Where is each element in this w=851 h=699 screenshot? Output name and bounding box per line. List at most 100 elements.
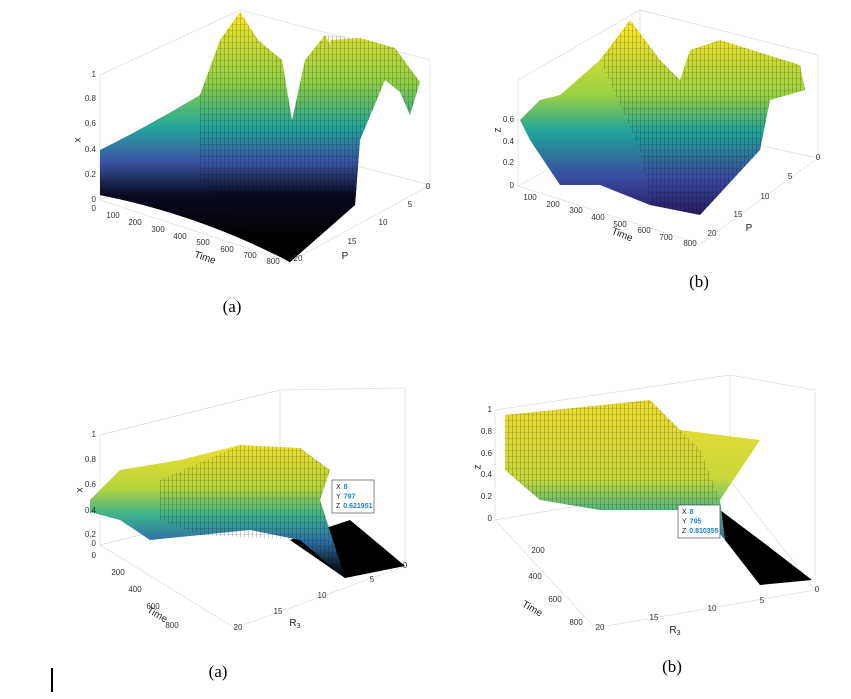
y-axis-label: P [746, 223, 753, 234]
z-tick-label: 0 [92, 195, 97, 204]
datatip-key: X [336, 484, 341, 491]
datatip-value: 0.810355 [689, 528, 718, 535]
datatip-row: Y 795 [682, 518, 701, 525]
datatip-box [331, 479, 375, 514]
z-tick-label: 0 [92, 551, 97, 560]
x-tick-label: 600 [637, 226, 651, 235]
z-tick-label: 0.4 [503, 137, 515, 146]
y-tick-label: 10 [318, 591, 327, 600]
panel: 1 0.8 0.6 0.4 0.2 0 z 200 400 600 800 Time 0 5 10 15 20 R… [473, 405, 820, 676]
x-tick-label: 800 [266, 257, 280, 266]
x-tick-label: 400 [128, 585, 142, 594]
x-tick-label: 700 [659, 233, 673, 242]
z-tick-label: 0 [488, 514, 493, 523]
caption: (a) [223, 297, 242, 316]
z-tick-label: 0.8 [481, 427, 493, 436]
x-axis-label: Time [193, 250, 218, 267]
y-tick-label: 0 [426, 182, 431, 191]
x-tick-label: 500 [196, 238, 210, 247]
y-axis-label-text: P [746, 223, 753, 234]
datatip-key: X [682, 509, 687, 516]
y-tick-label: 0 [816, 153, 821, 162]
y-axis-label: P [342, 251, 349, 262]
z-tick-label: 0.2 [85, 170, 97, 179]
y-tick-label: 15 [348, 237, 357, 246]
x-tick-label: 200 [546, 200, 560, 209]
caption: (b) [662, 657, 682, 676]
y-tick-label: 5 [370, 575, 375, 584]
datatip-row: Z 0.621951 [336, 503, 373, 510]
datatip-value: 795 [690, 518, 702, 525]
z-axis-label: z [493, 128, 504, 133]
y-tick-label: 15 [734, 210, 743, 219]
x-tick-label: 100 [106, 211, 120, 220]
z-tick-label: 0.6 [85, 119, 97, 128]
datatip-row: Y 797 [336, 493, 355, 500]
caption: (b) [689, 272, 709, 291]
z-tick-label: 0.6 [85, 480, 97, 489]
y-tick-label: 15 [650, 613, 659, 622]
y-tick-label: 5 [408, 200, 413, 209]
z-tick-label: 1 [92, 70, 97, 79]
x-axis-label: Time [610, 226, 635, 245]
x-axis-label: Time [520, 599, 545, 620]
surface-mesh [600, 20, 805, 215]
x-tick-label: 600 [220, 245, 234, 254]
z-tick-label: 0.2 [85, 530, 97, 539]
y-tick-label: 0 [403, 561, 408, 570]
datatip-value: 797 [344, 493, 356, 500]
z-tick-label: 0.8 [85, 94, 97, 103]
y-tick-label: 10 [708, 604, 717, 613]
z-tick-label: 0 [92, 539, 97, 548]
surface-mesh [160, 445, 345, 578]
datatip-key: Z [336, 503, 341, 510]
y-axis-label: R3 [669, 625, 680, 637]
z-axis-label: x [73, 138, 84, 143]
datatip-key: Y [336, 493, 341, 500]
z-tick-label: 1 [488, 405, 493, 414]
datatip-value: 8 [344, 484, 348, 491]
x-tick-label: 100 [523, 193, 537, 202]
x-tick-label: 600 [548, 595, 562, 604]
y-axis-label-sub: 3 [297, 623, 301, 630]
datatip-value: 0.621951 [343, 503, 372, 510]
x-tick-label: 200 [128, 218, 142, 227]
y-tick-label: 10 [379, 218, 388, 227]
z-tick-label: 0 [510, 181, 515, 190]
y-tick-label: 15 [274, 607, 283, 616]
y-tick-label: 20 [294, 254, 303, 263]
x-tick-label: 600 [146, 602, 160, 611]
y-tick-label: 20 [596, 623, 605, 632]
panel: 10.80.60.40.200x100200300400500600700800… [73, 70, 431, 316]
z-tick-label: 0.4 [481, 470, 493, 479]
y-tick-label: 5 [788, 172, 793, 181]
y-axis-label-text: R [669, 625, 676, 636]
z-tick-label: 0.4 [85, 145, 97, 154]
x-tick-label: 500 [613, 220, 627, 229]
x-tick-label: 700 [243, 251, 257, 260]
z-tick-label: 0.6 [503, 115, 515, 124]
surface [720, 510, 812, 585]
datatip-box [677, 504, 721, 539]
y-tick-label: 20 [708, 229, 717, 238]
z-tick-label: 0.2 [503, 158, 515, 167]
y-tick-label: 10 [761, 192, 770, 201]
y-tick-label: 0 [815, 585, 820, 594]
datatip-key: Y [682, 518, 687, 525]
x-tick-label: 800 [569, 618, 583, 627]
z-tick-label: 0.2 [481, 492, 493, 501]
z-tick-label: 0.4 [85, 506, 97, 515]
y-tick-label: 20 [234, 623, 243, 632]
z-axis-label: z [473, 465, 484, 470]
y-axis-label-text: R [289, 618, 296, 629]
y-tick-label: 5 [760, 596, 765, 605]
z-tick-label: 0 [92, 204, 97, 213]
x-tick-label: 300 [151, 225, 165, 234]
y-axis-label-text: P [342, 251, 349, 262]
z-tick-label: 0.8 [85, 455, 97, 464]
z-tick-label: 0.6 [481, 449, 493, 458]
datatip-key: Z [682, 528, 687, 535]
